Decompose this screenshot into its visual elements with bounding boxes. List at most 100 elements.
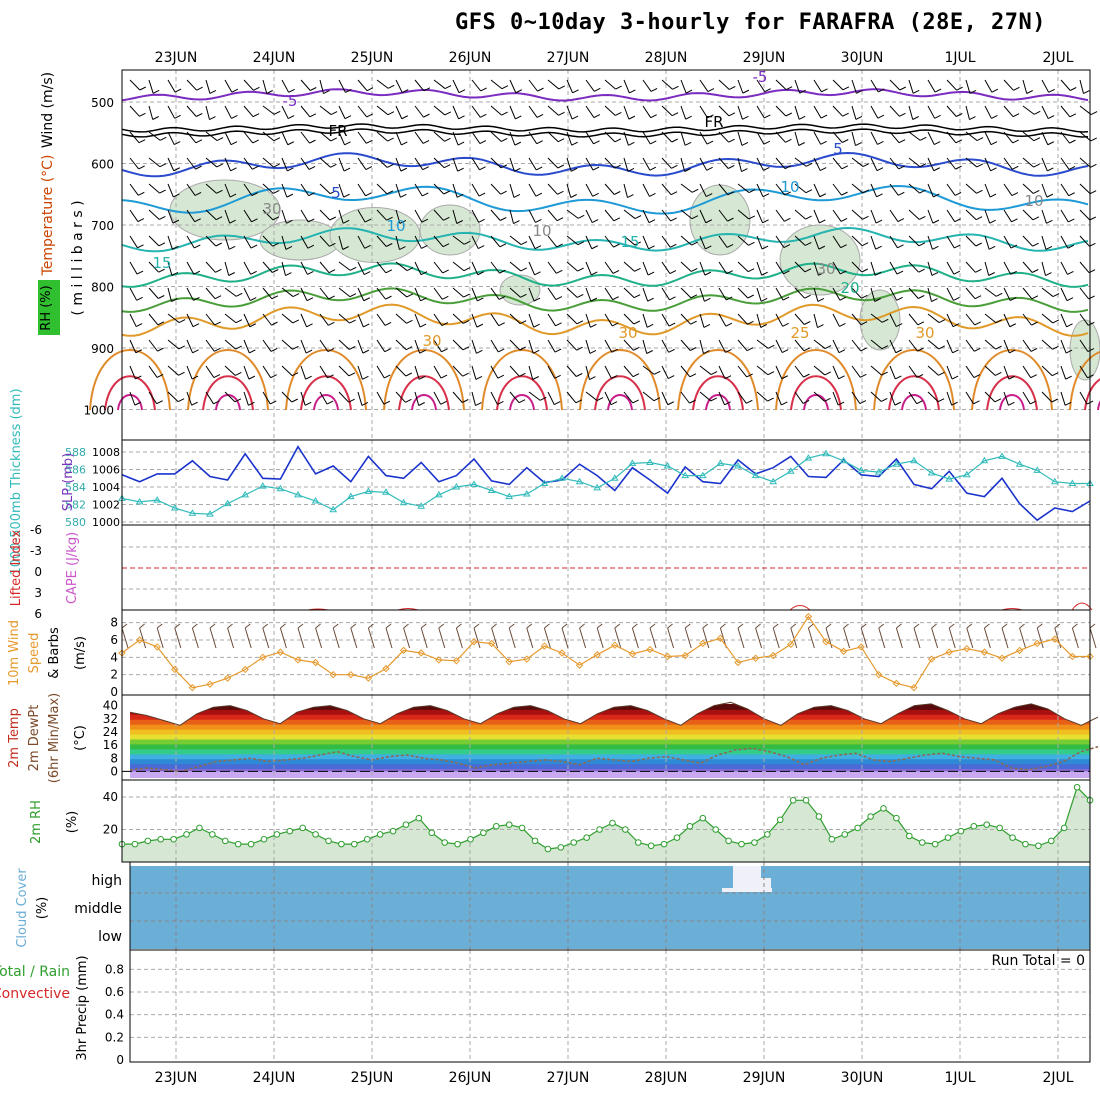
wind-barb-566	[946, 261, 955, 275]
wind-barb-flag-369	[670, 217, 677, 222]
wind-barb-643	[1060, 235, 1069, 249]
wind-barb-511	[870, 183, 878, 198]
wind10-barb-38	[790, 627, 798, 649]
wind-barb-flag-361	[646, 350, 653, 354]
wind-barb-flag-158	[366, 139, 373, 144]
wind-barb-432	[756, 157, 764, 171]
wind-barb-0	[129, 79, 141, 91]
wind-barb-flag-289	[557, 164, 565, 169]
rh2m-point-68	[996, 824, 1003, 832]
wind-barb-576	[965, 183, 977, 194]
wind-barb-flag-443	[785, 112, 793, 117]
wind-barb-flag-575	[976, 163, 984, 168]
rh2m-point-15	[312, 831, 319, 838]
wind-barb-81	[243, 157, 253, 170]
wind-barb-flag-507	[878, 88, 885, 93]
rh2m-point-47	[725, 837, 732, 845]
wind-barb-637	[1060, 79, 1071, 91]
wind-barb-flag-243	[476, 323, 484, 328]
wind10-point-9	[276, 648, 285, 656]
wind10-barb-flag-43	[878, 623, 885, 629]
thickness-point-18	[434, 490, 443, 498]
wind-barb-249	[490, 131, 502, 142]
wind-barb-flag-118	[309, 113, 317, 118]
wind-barb-372	[661, 287, 670, 301]
wind-barb-480	[813, 391, 825, 402]
wind-barb-flag-314	[593, 140, 600, 145]
wind-barb-flag-82	[251, 192, 259, 197]
wind-barb-flag-610	[1008, 401, 1015, 406]
wind-barb-381	[680, 183, 693, 193]
wind-barb-flag-209	[444, 111, 452, 116]
wind-barb-547	[927, 105, 936, 119]
wind-barb-flag-294	[555, 296, 563, 301]
wind-barb-flag-557	[938, 371, 945, 376]
wind-barb-502	[851, 287, 862, 299]
wind-barb-flag-299	[572, 89, 579, 94]
date-bottom-29JUN: 29JUN	[743, 1070, 786, 1086]
wind-barb-flag-288	[557, 138, 565, 143]
wind-barb-flag-31	[172, 219, 180, 224]
wind-barb-flag-17	[159, 189, 166, 194]
wind-barb-295	[547, 313, 556, 327]
temp-bands	[130, 703, 1090, 778]
wind-barb-258	[490, 365, 499, 379]
wind-barb-601	[1003, 157, 1013, 170]
wind-barb-flag-276	[536, 166, 543, 171]
wind-barb-flag-93	[273, 137, 281, 142]
wind-barb-495	[851, 105, 857, 120]
wind-barb-flag-194	[405, 398, 412, 403]
wind-barb-flag-390	[707, 88, 715, 93]
wind10-barbs-label: & Barbs	[47, 627, 62, 679]
wind-barb-408	[718, 209, 728, 222]
wind10-point-6	[223, 674, 232, 682]
wind-barb-flag-21	[158, 295, 165, 299]
wind10-point-26	[575, 661, 584, 669]
wind-barb-518	[870, 365, 882, 376]
wind-barb-476	[813, 287, 819, 302]
wind-barb-flag-328	[614, 164, 621, 169]
thickness-point-1	[135, 497, 144, 505]
wind-barb-flag-612	[1034, 110, 1041, 115]
wind-barb-flag-186	[400, 193, 407, 198]
date-bottom-24JUN: 24JUN	[253, 1070, 296, 1086]
wind10-point-8	[259, 653, 267, 662]
wind-barb-78	[243, 79, 254, 91]
wind-barb-128	[300, 365, 307, 380]
wind-barb-flag-649	[1064, 401, 1072, 406]
wind-barb-flag-332	[612, 269, 620, 274]
wind-barb-100	[262, 313, 272, 326]
wind-barb-355	[642, 183, 650, 197]
rh2m-point-29	[492, 822, 500, 830]
contour-5	[121, 151, 1089, 178]
wind-barb-flag-261	[515, 115, 522, 120]
wind-barb-577	[965, 209, 977, 221]
wind-barb-111	[281, 261, 286, 276]
contour-label-14: 30	[618, 324, 637, 342]
wind-barb-flag-510	[876, 167, 884, 172]
wind-barb-570	[946, 365, 953, 380]
wind-barb-flag-607	[1009, 323, 1017, 328]
wind-barb-14	[148, 105, 154, 120]
wind-barb-flag-132	[330, 137, 338, 142]
wind-barb-flag-532	[894, 401, 902, 406]
contour-label-4: 5	[833, 140, 843, 158]
wind10-barb-45	[913, 627, 921, 649]
wind-barb-flag-453	[781, 375, 789, 380]
wind-barb-305	[566, 235, 579, 246]
wind-barb-283	[528, 339, 534, 354]
wind10-point-45	[910, 683, 918, 692]
wind-barb-49	[186, 339, 194, 354]
wind-barb-flag-72	[228, 272, 235, 276]
wind-barb-233	[452, 391, 463, 403]
wind-barb-415	[718, 391, 726, 406]
wind-barb-42	[186, 157, 196, 170]
wind-barb-387	[680, 339, 691, 351]
wind-barb-flag-92	[274, 110, 281, 115]
wind-barb-527	[889, 261, 898, 275]
wind-barb-139	[319, 313, 329, 326]
wind-barb-flag-55	[216, 163, 224, 168]
wind10-barb-flag-44	[896, 623, 902, 629]
wind-barb-flag-111	[285, 272, 292, 277]
wind-barb-flag-124	[307, 270, 314, 275]
